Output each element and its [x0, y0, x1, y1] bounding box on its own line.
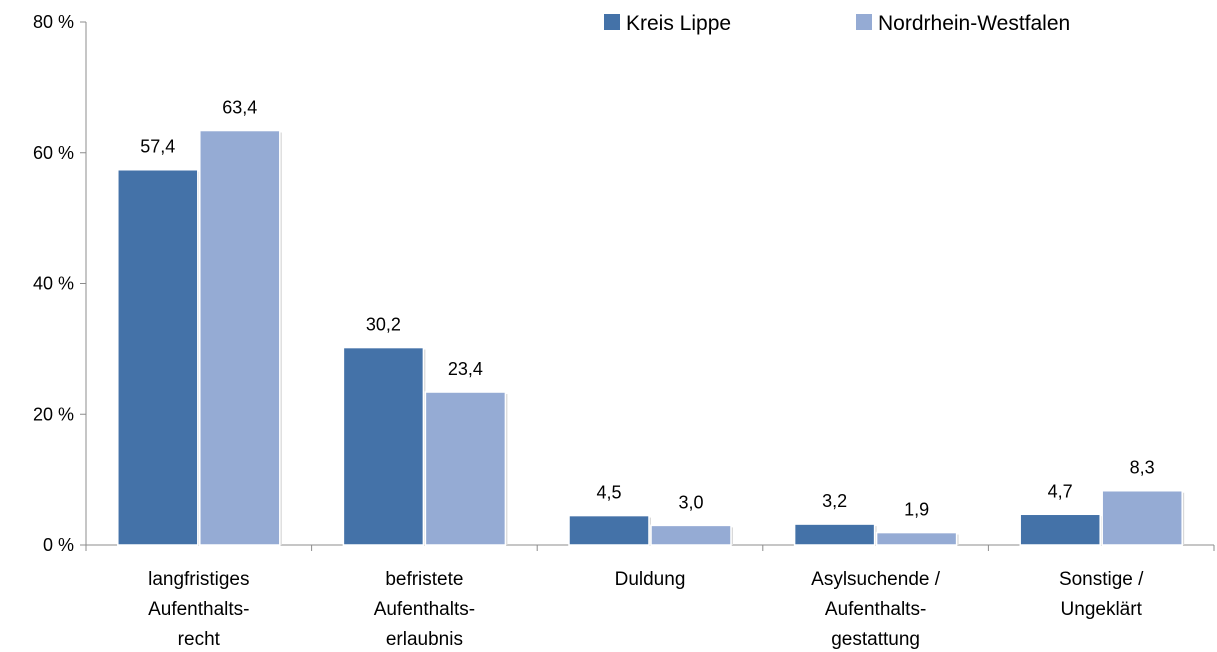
data-label: 23,4 [448, 359, 483, 379]
data-label: 63,4 [222, 98, 257, 118]
legend-label: Kreis Lippe [626, 12, 731, 35]
category-label-line: erlaubnis [386, 629, 463, 650]
y-tick-label: 40 % [33, 274, 74, 294]
data-label: 30,2 [366, 315, 401, 335]
data-label: 3,2 [822, 491, 847, 511]
category-label-line: recht [178, 629, 221, 650]
y-tick-label: 0 % [43, 535, 74, 555]
y-tick-label: 80 % [33, 12, 74, 32]
bar-kreis-lippe [793, 523, 876, 546]
bar-nrw [424, 391, 507, 546]
legend-label: Nordrhein-Westfalen [878, 12, 1070, 35]
legend-swatch [856, 14, 872, 30]
bar-nrw [199, 129, 281, 546]
category-label: Asylsuchende / Aufenthalts-gestattung [811, 569, 941, 650]
data-label: 57,4 [140, 137, 175, 157]
x-axis: langfristiges Aufenthalts-recht befristete… [85, 544, 1215, 650]
category-label-line: langfristiges [148, 569, 249, 590]
bar-nrw [1101, 489, 1183, 546]
category-label-line: gestattung [831, 629, 920, 650]
legend-swatch [604, 14, 620, 30]
bar-kreis-lippe [342, 346, 425, 546]
legend: Kreis Lippe Nordrhein-Westfalen [604, 12, 1070, 35]
category-label-line: Sonstige / [1059, 569, 1144, 590]
y-tick-label: 60 % [33, 143, 74, 163]
bar-kreis-lippe [1019, 513, 1101, 546]
category-label: Sonstige / Ungeklärt [1059, 569, 1144, 620]
category-label-line: Aufenthalts- [148, 599, 249, 620]
bar-kreis-lippe [568, 514, 650, 546]
data-label: 1,9 [904, 500, 929, 520]
data-label: 8,3 [1130, 458, 1155, 478]
category-label-line: Duldung [615, 569, 686, 590]
category-label: befristete Aufenthalts-erlaubnis [374, 569, 475, 650]
bar-nrw [650, 524, 732, 546]
data-label: 4,7 [1048, 481, 1073, 501]
category-label-line: Asylsuchende / [811, 569, 941, 590]
category-label: langfristiges Aufenthalts-recht [148, 569, 249, 650]
category-label: Duldung [615, 569, 686, 590]
data-labels: 57,4 30,2 4,5 3,2 4,7 63,4 23,4 3,0 1,9 8,3 [140, 98, 1154, 520]
bars [117, 129, 1185, 546]
category-label-line: befristete [385, 569, 463, 590]
category-label-line: Ungeklärt [1061, 599, 1143, 620]
category-label-line: Aufenthalts- [825, 599, 926, 620]
category-label-line: Aufenthalts- [374, 599, 475, 620]
bar-nrw [875, 531, 958, 546]
data-label: 3,0 [678, 492, 703, 512]
y-axis: 0 % 20 % 40 % 60 % 80 % [33, 12, 87, 555]
y-tick-label: 20 % [33, 404, 74, 424]
data-label: 4,5 [596, 483, 621, 503]
bar-kreis-lippe [117, 168, 199, 546]
